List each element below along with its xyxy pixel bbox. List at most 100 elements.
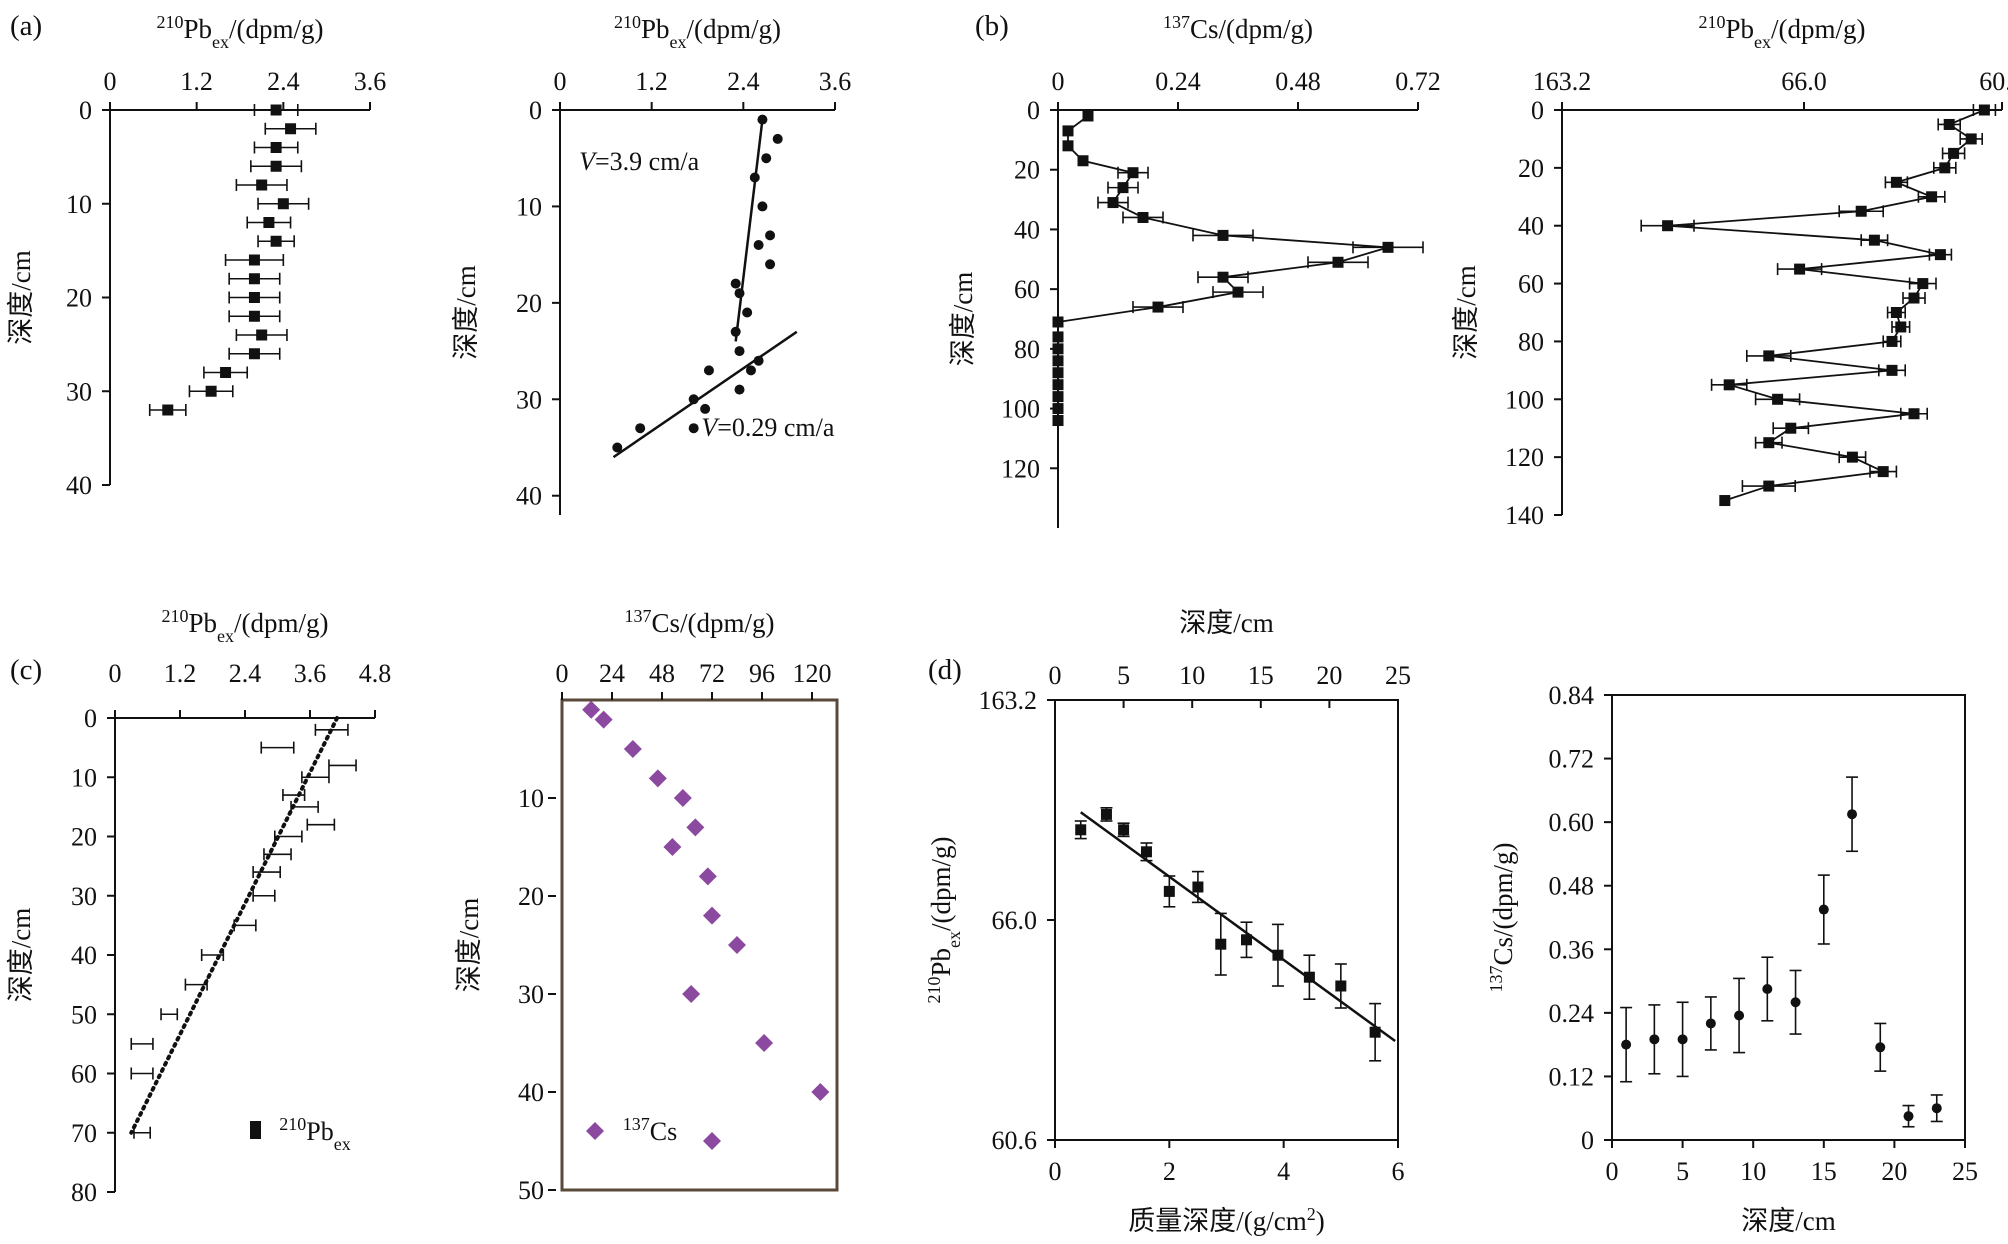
y-tick-label: 40 [518,1078,544,1107]
data-point [1917,278,1929,290]
data-point [1763,480,1775,492]
y-axis-title-main: Pb [926,948,956,977]
top-title-sup: 210 [1698,12,1725,32]
chart-a2: 0 1.2 2.4 3.6 0 10 20 30 40 210Pbex/(dpm/g) 深度/cm V… [451,12,851,515]
data-point [753,240,764,250]
data-point [248,292,260,303]
x-tick-label: 1.2 [180,67,213,96]
y-axis-title-sub: ex [944,931,964,948]
data-point [1890,307,1902,318]
plot-frame [1054,699,1399,1141]
data-point [1140,846,1152,858]
data-point [761,153,772,164]
data-point [1763,350,1775,362]
panel-label-b: (b) [975,10,1009,42]
x-tick-label: 2.4 [267,67,300,96]
data-point [1052,403,1064,415]
x-tick-label: 15 [1811,1157,1837,1186]
data-point [757,201,768,212]
data-point [1772,393,1784,405]
top-title: 210Pbex/(dpm/g) [156,12,323,52]
legend-label-main: Pb [306,1117,333,1146]
x-tick-label: 0 [1052,67,1065,96]
y-tick-label: 140 [1505,501,1544,530]
data-point [1052,343,1064,355]
y-tick-label: 40 [71,941,97,970]
data-point [730,278,741,289]
panel-label-c: (c) [10,654,42,686]
data-point [1794,263,1806,275]
legend-label-sub: ex [334,1134,351,1154]
y-tick-label: 40 [516,482,542,511]
y-tick-label: 0.84 [1549,681,1595,710]
data-point [648,769,667,788]
legend-label: 210Pbex [279,1114,350,1154]
y-tick-label: 20 [66,284,92,313]
top-title-sup: 210 [614,12,641,32]
x-tick-label: 163.2 [1533,67,1592,96]
legend-label-sup: 210 [279,1114,306,1134]
y-tick-label: 60 [1014,275,1040,304]
x-tick-label: 6 [1392,1157,1405,1186]
y-tick-label: 30 [71,882,97,911]
top-title-sub: ex [212,32,229,52]
y-axis-title: 深度/cm [948,272,978,367]
data-point [1215,938,1227,950]
top-title: 210Pbex/(dpm/g) [161,606,328,646]
data-point [811,1083,830,1101]
y-tick-label: 0.12 [1549,1062,1595,1091]
data-point [700,403,711,414]
data-point [1272,949,1284,961]
data-point [1107,197,1119,209]
x-tick-label: 0 [554,67,567,96]
data-point [1052,379,1064,391]
top-title-sup: 210 [156,12,183,32]
y-tick-label: 10 [518,784,544,813]
fit-line [612,330,798,459]
top-x-tick-label: 10 [1179,661,1205,690]
x-tick-label: 0 [1049,1157,1062,1186]
y-tick-label: 0 [79,96,92,125]
top-title-sub: ex [670,32,687,52]
top-x-tick-label: 25 [1385,661,1411,690]
data-point [688,394,699,405]
data-point [1118,824,1130,836]
y-tick-label: 20 [1014,156,1040,185]
fit-label-text: =0.29 cm/a [717,413,835,442]
top-x-tick-label: 20 [1316,661,1342,690]
data-point [686,818,705,837]
y-axis-title-main: Cs/(dpm/g) [1488,842,1518,965]
y-tick-label: 10 [516,192,542,221]
data-point [1217,229,1229,241]
data-point [1662,220,1674,232]
data-point [1886,335,1898,347]
x-tick-label: 120 [793,659,832,688]
data-point [757,114,768,125]
data-point [256,179,268,191]
data-point [1877,466,1889,478]
legend-marker [586,1122,604,1140]
chart-a1: 0 1.2 2.4 3.6 0 10 20 30 40 210Pbex/(dpm/g) 深度/cm [6,12,386,500]
fit-line [1079,811,1396,1043]
data-point [1082,110,1094,122]
x-tick-label: 3.6 [354,67,387,96]
x-tick-label: 3.6 [294,659,327,688]
data-point [1790,997,1801,1008]
data-point [1895,321,1907,333]
data-point [1241,934,1253,946]
y-axis-title: 210Pbex/(dpm/g) [924,836,964,1003]
y-tick-label: 0 [1581,1126,1594,1155]
data-point [1855,205,1867,217]
fit-label: V=0.29 cm/a [701,413,835,442]
data-point [1677,1034,1688,1045]
data-point [612,442,623,453]
data-point [1232,286,1244,298]
data-point [703,1132,721,1150]
y-tick-label: 100 [1001,395,1040,424]
data-point [703,906,721,925]
data-point [1100,808,1112,820]
y-axis-title: 深度/cm [1451,265,1481,360]
data-point [205,385,217,397]
data-point [1719,495,1731,507]
top-title-sup: 137 [624,606,651,626]
